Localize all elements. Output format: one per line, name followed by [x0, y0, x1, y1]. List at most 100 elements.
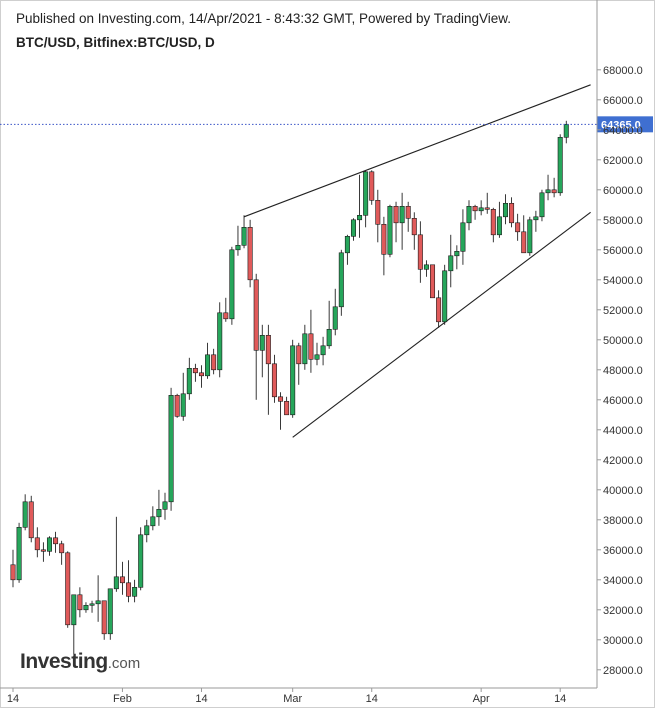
candle-body	[545, 189, 551, 194]
candle-body	[490, 209, 496, 236]
x-tick-label: Feb	[113, 693, 132, 705]
candle-down	[484, 192, 490, 214]
candle-down	[417, 221, 423, 283]
candle-down	[223, 297, 229, 322]
candle-up	[107, 588, 113, 640]
candle-up	[442, 264, 448, 325]
candle-up	[83, 602, 89, 613]
candle-up	[545, 174, 551, 201]
candle-down	[28, 495, 34, 543]
candle-down	[174, 393, 180, 418]
candle-up	[344, 234, 350, 265]
candle-down	[247, 219, 253, 288]
candle-body	[28, 501, 34, 539]
candle-down	[253, 273, 259, 400]
symbol-title[interactable]: BTC/USD, Bitfinex:BTC/USD, D	[16, 35, 215, 50]
candle-down	[509, 197, 515, 228]
x-tick-label: Mar	[283, 693, 302, 705]
candle-body	[393, 206, 399, 224]
candle-up	[162, 492, 168, 520]
candle-body	[302, 333, 308, 365]
candle-up	[557, 134, 563, 196]
candle-body	[198, 372, 204, 377]
candle-body	[53, 537, 59, 545]
last-price-line: 64365.0	[0, 116, 653, 133]
candle-body	[16, 526, 22, 581]
candle-body	[83, 604, 89, 611]
candle-up	[229, 246, 235, 325]
candle-body	[150, 516, 156, 527]
candle-body	[344, 236, 350, 254]
candle-body	[557, 137, 563, 194]
y-tick-label: 56000.0	[603, 245, 643, 257]
candle-body	[186, 367, 192, 395]
candle-body	[77, 594, 83, 611]
candle-body	[411, 218, 417, 236]
candle-body	[71, 594, 77, 626]
candle-up	[186, 357, 192, 400]
candle-body	[496, 216, 502, 236]
candle-body	[217, 312, 223, 371]
candle-body	[290, 345, 296, 416]
candle-body	[278, 396, 284, 402]
x-tick-label: 14	[366, 693, 378, 705]
candle-down	[551, 177, 557, 198]
candle-up	[533, 210, 539, 232]
candle-body	[10, 564, 16, 581]
candle-body	[387, 206, 393, 255]
candle-down	[284, 396, 290, 416]
candle-up	[205, 342, 211, 379]
trendline	[243, 84, 591, 218]
candle-body	[417, 234, 423, 270]
candle-body	[271, 363, 277, 398]
x-axis: 14 Feb 14 Mar 14 Apr 14	[0, 687, 597, 705]
candle-up	[320, 336, 326, 366]
y-tick-label: 28000.0	[603, 665, 643, 677]
candle-body	[448, 255, 454, 272]
candle-up	[423, 260, 429, 277]
candle-body	[174, 394, 180, 417]
candle-up	[235, 225, 241, 256]
candle-up	[217, 302, 223, 378]
candles	[10, 120, 569, 655]
candle-body	[107, 588, 113, 635]
candle-body	[89, 603, 95, 606]
candle-body	[101, 600, 107, 635]
candle-up	[290, 339, 296, 418]
candle-down	[77, 587, 83, 618]
candle-down	[265, 324, 271, 415]
y-tick-label: 60000.0	[603, 185, 643, 197]
candle-body	[551, 189, 557, 194]
candle-up	[454, 245, 460, 270]
candle-down	[119, 561, 125, 595]
candle-up	[180, 372, 186, 421]
candle-body	[533, 216, 539, 221]
candle-body	[423, 264, 429, 270]
candle-body	[350, 219, 356, 237]
candle-body	[484, 207, 490, 210]
candle-down	[308, 309, 314, 373]
candle-body	[369, 171, 375, 201]
candle-body	[65, 552, 71, 626]
candle-body	[205, 354, 211, 377]
candle-body	[454, 251, 460, 257]
candle-body	[168, 394, 174, 503]
candle-body	[162, 501, 168, 510]
candle-up	[132, 579, 138, 603]
candle-up	[168, 387, 174, 511]
y-tick-label: 48000.0	[603, 365, 643, 377]
candle-down	[271, 354, 277, 403]
candle-body	[563, 124, 569, 138]
candle-body	[95, 600, 101, 605]
x-tick-label: 14	[7, 693, 19, 705]
candle-body	[308, 333, 314, 360]
candle-up	[46, 536, 52, 556]
candle-up	[144, 519, 150, 543]
candle-body	[326, 328, 332, 347]
candle-body	[156, 508, 162, 518]
candle-up	[563, 120, 569, 144]
candle-up	[138, 527, 144, 591]
candle-body	[521, 231, 527, 254]
candle-body	[472, 206, 478, 212]
